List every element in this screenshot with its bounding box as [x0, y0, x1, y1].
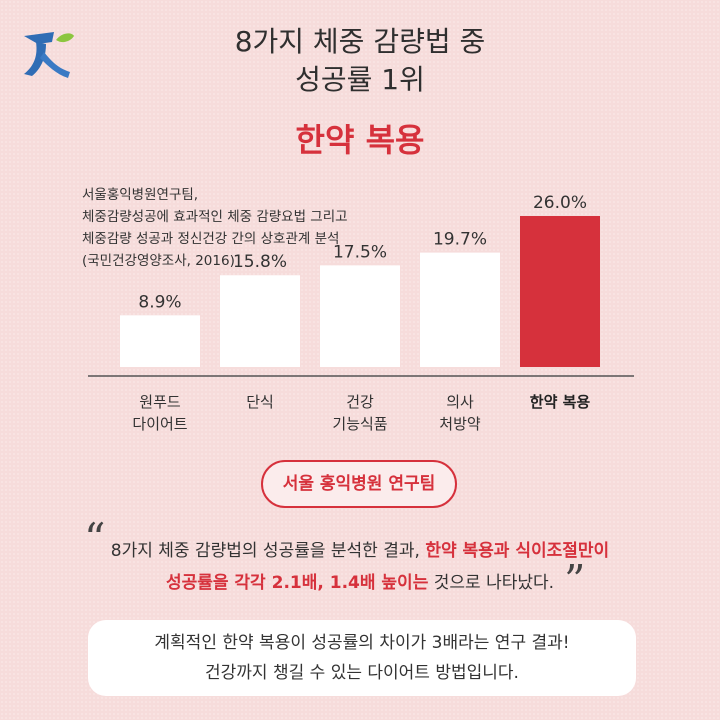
- quote-text: 8가지 체중 감량법의 성공률을 분석한 결과,: [110, 541, 426, 561]
- bar-value-label: 8.9%: [138, 292, 181, 312]
- quote-highlight: 한약 복용과 식이조절만이: [425, 541, 610, 561]
- category-label: 단식: [246, 393, 274, 411]
- category-label: 처방약: [439, 415, 481, 433]
- source-line: 서울홍익병원연구팀,: [82, 187, 199, 203]
- source-line: 체중감량성공에 효과적인 체중 감량요법 그리고: [82, 209, 348, 225]
- quote-close-icon: ”: [564, 556, 586, 605]
- bar: [120, 315, 200, 367]
- brand-logo-icon: [24, 32, 74, 78]
- category-label: 건강: [346, 393, 374, 411]
- bar: [420, 252, 500, 367]
- category-label: 한약 복용: [530, 393, 591, 411]
- bar-value-label: 17.5%: [333, 242, 387, 262]
- quote-text: 것으로 나타났다.: [428, 573, 555, 593]
- summary-box: 계획적인 한약 복용이 성공률의 차이가 3배라는 연구 결과! 건강까지 챙길…: [88, 620, 636, 696]
- bar-value-label: 19.7%: [433, 230, 487, 250]
- summary-line1: 계획적인 한약 복용이 성공률의 차이가 3배라는 연구 결과!: [154, 633, 570, 653]
- bar: [220, 275, 300, 367]
- quote-open-icon: “: [84, 514, 106, 563]
- page-title-line1: 8가지 체중 감량법 중: [234, 25, 486, 58]
- source-line: (국민건강영양조사, 2016): [82, 253, 235, 269]
- bar: [520, 216, 600, 367]
- quote-highlight: 성공률을 각각 2.1배, 1.4배 높이는: [165, 573, 429, 593]
- quote-line2: 성공률을 각각 2.1배, 1.4배 높이는 것으로 나타났다.: [0, 568, 720, 593]
- bar: [320, 265, 400, 367]
- category-label: 의사: [446, 393, 474, 411]
- summary-line2: 건강까지 챙길 수 있는 다이어트 방법입니다.: [205, 663, 519, 683]
- page-title-line2: 성공률 1위: [295, 63, 425, 96]
- category-label: 다이어트: [132, 415, 187, 433]
- research-team-badge: 서울 홍익병원 연구팀: [261, 460, 457, 508]
- category-label: 원푸드: [139, 393, 181, 411]
- source-note: 서울홍익병원연구팀, 체중감량성공에 효과적인 체중 감량요법 그리고 체중감량…: [82, 184, 348, 272]
- headline: 한약 복용: [295, 121, 425, 159]
- bar-value-label: 15.8%: [233, 252, 287, 272]
- quote-line1: 8가지 체중 감량법의 성공률을 분석한 결과, 한약 복용과 식이조절만이: [0, 536, 720, 561]
- source-line: 체중감량 성공과 정신건강 간의 상호관계 분석: [82, 231, 340, 247]
- category-label: 기능식품: [332, 415, 387, 433]
- bar-value-label: 26.0%: [533, 193, 587, 213]
